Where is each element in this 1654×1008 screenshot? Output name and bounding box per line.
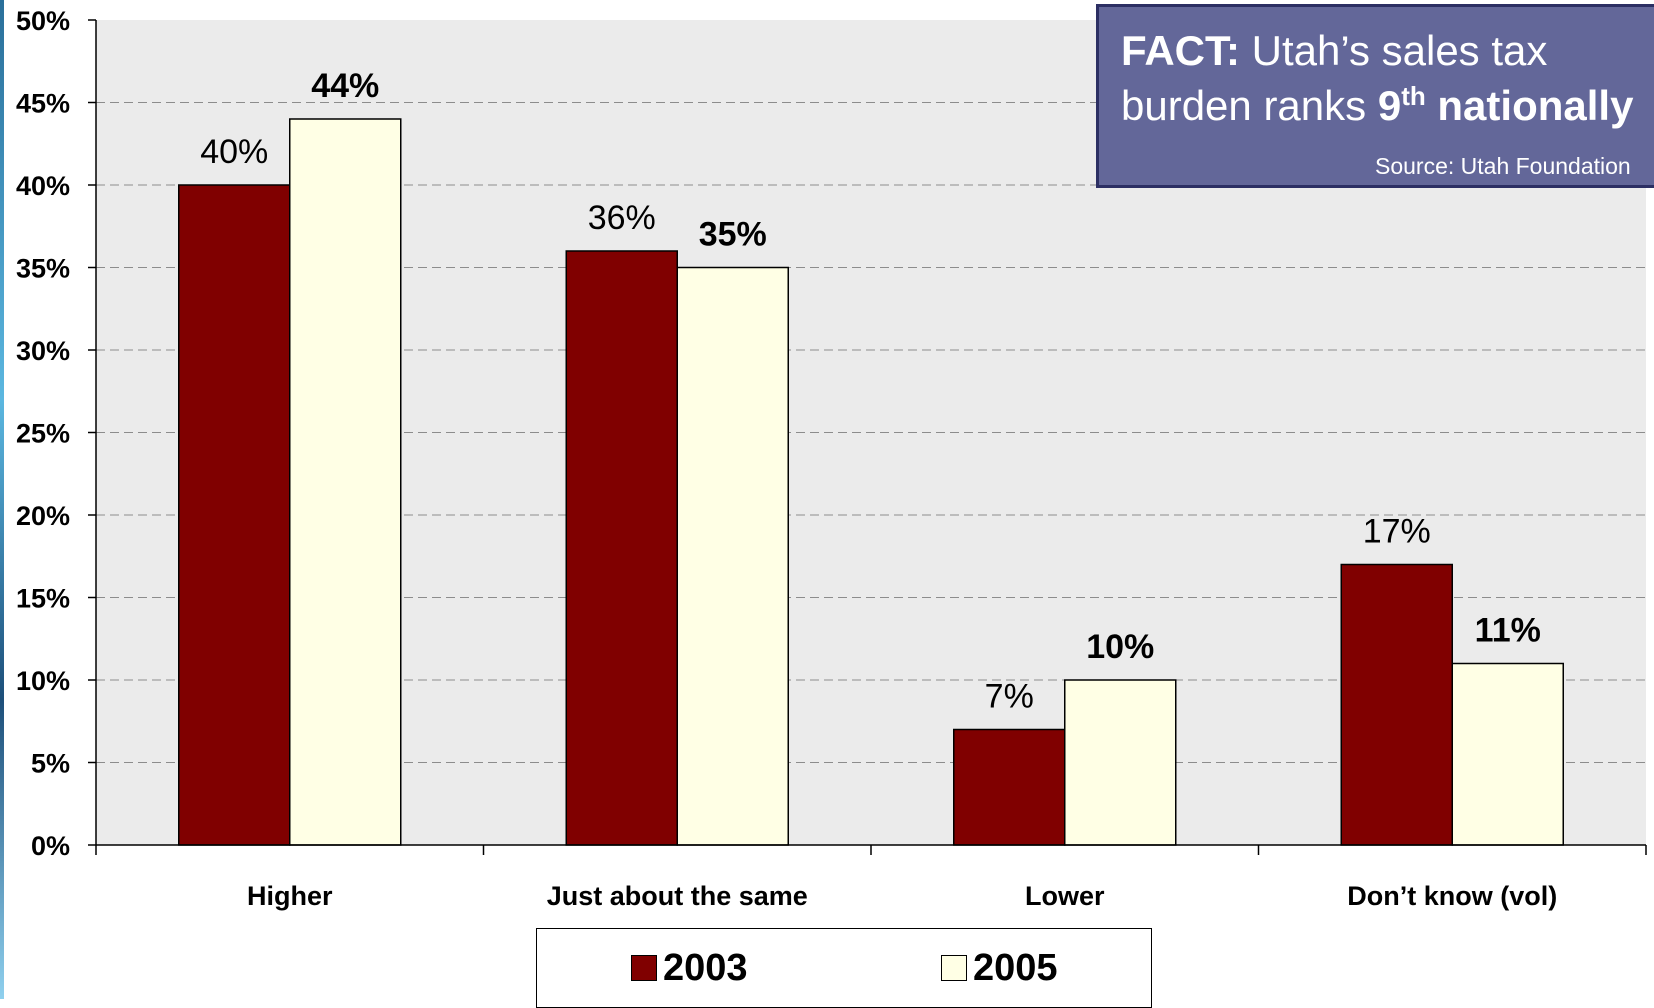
fact-label: FACT:	[1121, 27, 1240, 74]
x-tick-label: Don’t know (vol)	[1347, 881, 1557, 911]
y-tick-label: 0%	[31, 831, 70, 861]
y-tick-label: 5%	[31, 749, 70, 779]
bar-2005	[289, 118, 402, 846]
fact-rank-suffix: th	[1401, 81, 1426, 111]
legend-item-2003: 2003	[631, 949, 748, 987]
fact-emphasis: nationally	[1425, 82, 1634, 129]
fact-rank: 9	[1377, 82, 1402, 129]
fact-callout-box: FACT: Utah’s sales tax burden ranks 9th …	[1096, 4, 1654, 188]
data-label-2003: 40%	[200, 133, 268, 171]
bar-2005	[1064, 679, 1177, 846]
chart-legend: 2003 2005	[536, 928, 1152, 1008]
data-label-2005: 44%	[311, 67, 379, 105]
bar-2003	[178, 184, 291, 846]
data-label-2005: 35%	[699, 216, 767, 254]
legend-item-2005: 2005	[941, 949, 1058, 987]
fact-text: Utah’s sales tax	[1240, 27, 1548, 74]
y-tick-label: 45%	[16, 89, 70, 119]
y-tick-label: 40%	[16, 171, 70, 201]
x-tick-label: Lower	[1025, 881, 1105, 911]
legend-swatch-2003	[631, 955, 657, 981]
fact-text-prefix: burden ranks	[1121, 82, 1378, 129]
y-tick-label: 15%	[16, 584, 70, 614]
bar-2003	[565, 250, 678, 846]
y-tick-label: 35%	[16, 254, 70, 284]
slide-edge-decoration	[0, 0, 4, 999]
legend-label-2005: 2005	[973, 947, 1058, 989]
y-tick-label: 30%	[16, 336, 70, 366]
y-tick-label: 10%	[16, 666, 70, 696]
y-tick-label: 20%	[16, 501, 70, 531]
fact-source: Source: Utah Foundation	[1375, 153, 1631, 179]
y-tick-label: 50%	[16, 6, 70, 36]
data-label-2005: 10%	[1086, 628, 1154, 666]
fact-line-1: FACT: Utah’s sales tax	[1121, 27, 1547, 75]
legend-swatch-2005	[941, 955, 967, 981]
bar-2003	[1340, 563, 1453, 846]
data-label-2005: 11%	[1475, 612, 1541, 650]
data-label-2003: 17%	[1363, 513, 1431, 551]
fact-line-2: burden ranks 9th nationally	[1121, 81, 1633, 130]
legend-label-2003: 2003	[663, 947, 748, 989]
x-tick-label: Higher	[247, 881, 333, 911]
y-tick-label: 25%	[16, 419, 70, 449]
bar-2003	[953, 728, 1066, 846]
data-label-2003: 36%	[588, 199, 656, 237]
bar-2005	[1451, 662, 1564, 846]
bar-2005	[676, 266, 789, 846]
x-tick-label: Just about the same	[547, 881, 808, 911]
data-label-2003: 7%	[985, 678, 1034, 716]
